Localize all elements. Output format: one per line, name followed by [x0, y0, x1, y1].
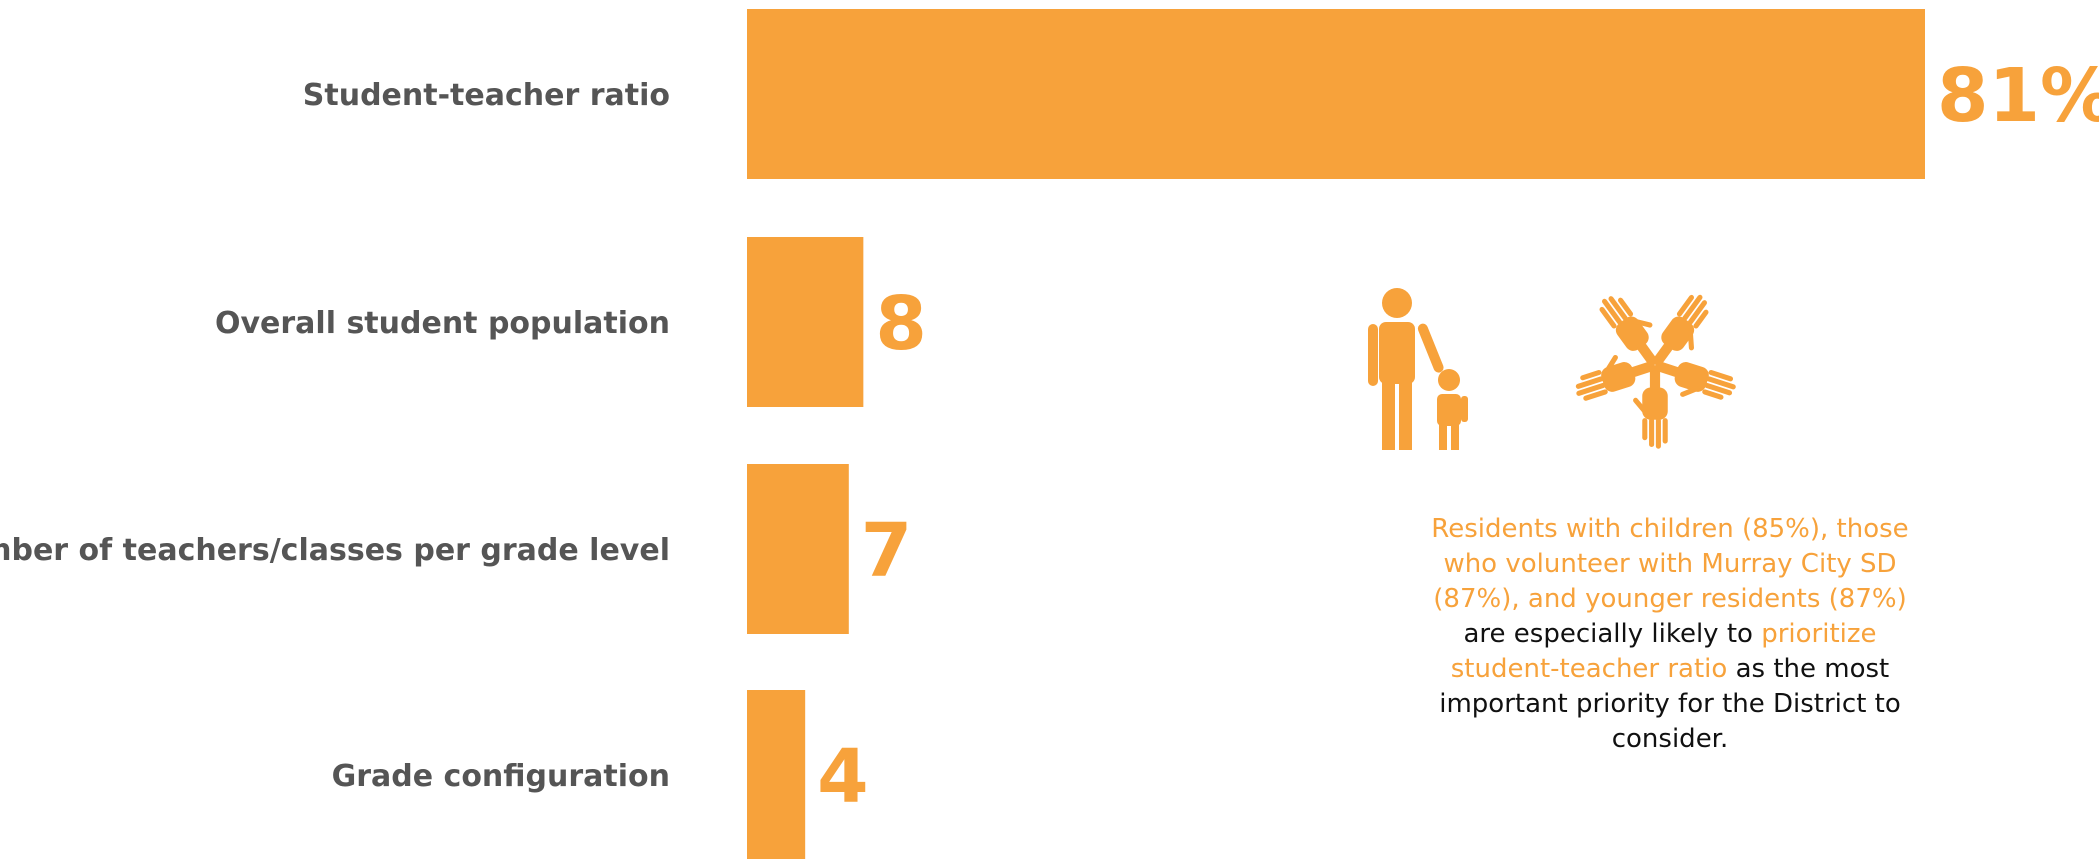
- bars: Student-teacher ratio 81% Overall student …: [0, 9, 2099, 859]
- value-label: 8: [875, 281, 927, 367]
- category-label: Overall student population: [215, 306, 670, 341]
- parent-child-icon: [1355, 288, 1475, 453]
- insight-callout: Residents with children (85%), those who…: [1410, 512, 1930, 757]
- value-label: 4: [817, 734, 869, 820]
- callout-highlight-priority: prioritize student-teacher ratio: [1450, 619, 1877, 684]
- callout-highlight-groups: Residents with children (85%), those who…: [1431, 514, 1909, 614]
- bar: [747, 464, 849, 634]
- bar: [747, 237, 864, 407]
- category-label: Student-teacher ratio: [303, 78, 670, 113]
- bar: [747, 690, 806, 859]
- category-label: Grade configuration: [332, 759, 670, 794]
- callout-text-1: are especially likely to: [1463, 619, 1762, 649]
- category-label: Number of teachers/classes per grade lev…: [0, 533, 670, 568]
- callout-text-2: as the most important priority for the D…: [1439, 654, 1901, 754]
- hands-circle-icon: [1565, 270, 1745, 460]
- icon-row: [1355, 270, 1945, 470]
- value-label: 7: [861, 508, 913, 594]
- bar: [747, 9, 1925, 179]
- value-label: 81%: [1937, 53, 2099, 139]
